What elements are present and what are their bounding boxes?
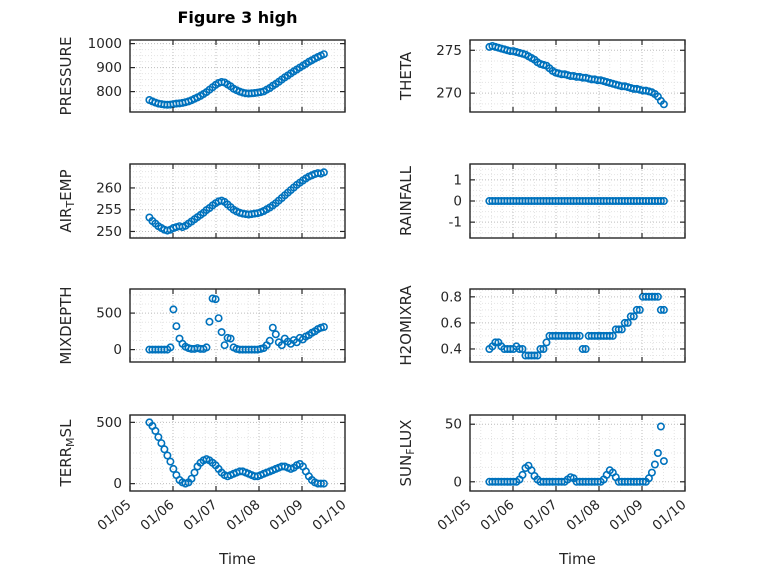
subplot-sun-flux: 0 50 01/05 01/06 01/07 01/08 01/09 01/10 SUNFLUX — [395, 409, 695, 555]
y-tick-label: 255 — [96, 202, 122, 218]
y-tick-label: 1000 — [88, 36, 122, 52]
tick-marks — [469, 164, 686, 238]
chart-h2omixra: 0.4 0.6 0.8 H2OMIXRA — [397, 285, 686, 366]
x-axis-label-right: Time — [559, 550, 596, 568]
y-axis-label: MIXDEPTH — [57, 286, 75, 364]
axes-box — [129, 414, 346, 492]
axes-box — [129, 39, 346, 113]
y-axis-label: SUNFLUX — [397, 420, 417, 487]
chart-air-temp: 250 255 260 AIRTEMP — [57, 163, 346, 240]
chart-rainfall: -1 0 1 RAINFALL — [397, 163, 686, 239]
subplot-pressure: 800 900 1000 PRESSURE — [55, 34, 355, 124]
y-tick-label: 250 — [96, 224, 122, 240]
tick-marks — [469, 415, 686, 491]
x-tick-label: 01/07 — [520, 497, 560, 534]
tick-marks — [129, 415, 346, 491]
subplot-air-temp: 250 255 260 AIRTEMP — [55, 158, 355, 250]
chart-terr-msl: 0 500 01/05 01/06 01/07 01/08 01/09 01/10 TERRMS… — [57, 414, 350, 534]
tick-marks — [129, 289, 346, 362]
y-axis-label: PRESSURE — [57, 37, 75, 116]
data-markers — [485, 42, 668, 109]
axes-box — [469, 39, 686, 113]
data-markers — [485, 292, 668, 360]
y-tick-label: 275 — [436, 43, 462, 59]
figure-title: Figure 3 high — [177, 8, 298, 27]
axes-box — [129, 288, 346, 363]
y-axis-label: AIRTEMP — [57, 169, 77, 232]
y-tick-label: 270 — [436, 86, 462, 102]
x-tick-label: 01/08 — [563, 497, 603, 534]
tick-marks — [129, 164, 346, 238]
tick-marks — [469, 289, 686, 362]
tick-marks — [469, 40, 686, 112]
subplot-rainfall: -1 0 1 RAINFALL — [395, 158, 695, 250]
axes-box — [469, 288, 686, 363]
data-markers — [145, 418, 328, 488]
chart-mixdepth: 0 500 MIXDEPTH — [57, 286, 346, 365]
x-tick-label: 01/10 — [309, 497, 349, 534]
y-tick-label: 500 — [96, 306, 122, 322]
y-tick-label: 0.6 — [441, 315, 462, 331]
y-axis-label: H2OMIXRA — [397, 285, 415, 366]
axes-box — [129, 163, 346, 239]
y-tick-label: 0.8 — [441, 289, 462, 305]
subplot-terr-msl: 0 500 01/05 01/06 01/07 01/08 01/09 01/10 TERRMS… — [55, 409, 355, 555]
y-tick-label: 800 — [96, 84, 122, 100]
x-tick-label: 01/07 — [180, 497, 220, 534]
x-tick-label: 01/09 — [266, 497, 306, 534]
x-tick-label: 01/09 — [606, 497, 646, 534]
y-tick-label: 1 — [453, 172, 462, 188]
axes-box — [469, 414, 686, 492]
x-tick-label: 01/08 — [223, 497, 263, 534]
y-axis-label: TERRMSL — [57, 419, 77, 488]
y-tick-label: 0.4 — [441, 341, 462, 357]
minor-grid — [130, 415, 345, 491]
tick-marks — [129, 40, 346, 112]
major-grid — [130, 40, 345, 112]
x-axis-label-left: Time — [219, 550, 256, 568]
data-markers — [145, 50, 328, 109]
y-axis-label: RAINFALL — [397, 165, 415, 236]
data-markers — [485, 422, 668, 486]
y-axis-label: THETA — [397, 51, 415, 101]
chart-theta: 270 275 THETA — [397, 39, 686, 113]
chart-pressure: 800 900 1000 PRESSURE — [57, 36, 346, 116]
y-tick-label: 500 — [96, 415, 122, 431]
y-tick-label: 260 — [96, 180, 122, 196]
x-tick-label: 01/06 — [137, 497, 177, 534]
data-markers — [485, 196, 668, 205]
y-tick-label: 0 — [113, 342, 122, 358]
y-tick-label: 900 — [96, 60, 122, 76]
y-tick-label: -1 — [449, 215, 462, 231]
x-tick-label: 01/06 — [477, 497, 517, 534]
y-tick-label: 0 — [113, 476, 122, 492]
data-markers — [145, 168, 328, 235]
subplot-theta: 270 275 THETA — [395, 34, 695, 124]
x-tick-label: 01/05 — [94, 497, 134, 534]
y-tick-label: 50 — [445, 417, 462, 433]
y-tick-label: 0 — [453, 474, 462, 490]
subplot-h2omixra: 0.4 0.6 0.8 H2OMIXRA — [395, 283, 695, 374]
chart-sun-flux: 0 50 01/05 01/06 01/07 01/08 01/09 01/10 SUNFLUX — [397, 414, 690, 534]
y-tick-label: 0 — [453, 194, 462, 210]
subplot-mixdepth: 0 500 MIXDEPTH — [55, 283, 355, 374]
data-markers — [145, 294, 328, 354]
x-tick-label: 01/10 — [649, 497, 689, 534]
x-tick-label: 01/05 — [434, 497, 474, 534]
